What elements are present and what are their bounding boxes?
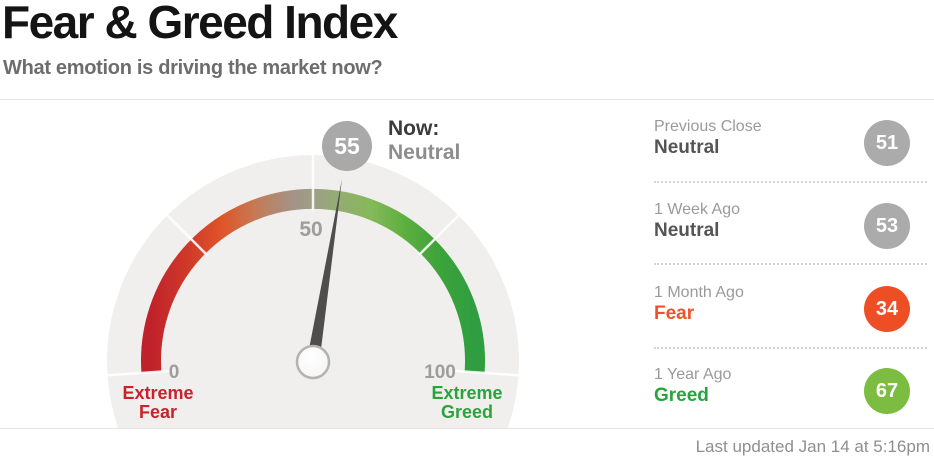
extreme-fear-caption: Extreme Fear bbox=[103, 384, 213, 422]
history-separator bbox=[654, 181, 927, 183]
last-updated-text: Last updated Jan 14 at 5:16pm bbox=[695, 437, 930, 456]
history-period: 1 Year Ago bbox=[654, 366, 732, 383]
gauge-tick-50: 50 bbox=[299, 218, 323, 241]
history-status: Fear bbox=[654, 303, 695, 324]
history-value-badge: 51 bbox=[864, 120, 910, 166]
history-value-badge: 67 bbox=[864, 368, 910, 414]
history-status: Greed bbox=[654, 385, 709, 406]
gauge-tick-0: 0 bbox=[168, 362, 180, 383]
fear-greed-gauge bbox=[106, 155, 520, 428]
gauge-tick-100: 100 bbox=[424, 362, 456, 383]
gauge-segment-dividers bbox=[106, 155, 520, 377]
history-status: Neutral bbox=[654, 220, 720, 241]
now-status: Neutral bbox=[388, 141, 461, 164]
extreme-fear-line1: Extreme bbox=[122, 383, 194, 403]
current-value-badge: 55 bbox=[322, 121, 372, 171]
gauge-needle bbox=[306, 179, 342, 364]
extreme-greed-line1: Extreme bbox=[431, 383, 503, 403]
history-row-previous-close: Previous Close Neutral 51 bbox=[654, 118, 927, 168]
history-value-badge: 53 bbox=[864, 203, 910, 249]
extreme-fear-line2: Fear bbox=[138, 402, 178, 422]
page-title: Fear & Greed Index bbox=[2, 0, 398, 48]
header-divider bbox=[0, 99, 934, 100]
history-status: Neutral bbox=[654, 137, 720, 158]
extreme-greed-caption: Extreme Greed bbox=[412, 384, 522, 422]
footer-divider bbox=[0, 428, 934, 429]
history-period: 1 Week Ago bbox=[654, 201, 740, 218]
history-value-badge: 34 bbox=[864, 286, 910, 332]
page-subtitle: What emotion is driving the market now? bbox=[3, 57, 383, 79]
gauge-needle-hub bbox=[295, 344, 331, 380]
extreme-greed-line2: Greed bbox=[440, 402, 494, 422]
history-period: 1 Month Ago bbox=[654, 284, 744, 301]
current-reading: Now: Neutral bbox=[388, 117, 460, 165]
history-row-1-week-ago: 1 Week Ago Neutral 53 bbox=[654, 201, 927, 251]
history-separator bbox=[654, 263, 927, 265]
history-row-1-year-ago: 1 Year Ago Greed 67 bbox=[654, 366, 927, 416]
now-label: Now: bbox=[388, 117, 440, 140]
history-period: Previous Close bbox=[654, 118, 762, 135]
history-separator bbox=[654, 347, 927, 349]
history-row-1-month-ago: 1 Month Ago Fear 34 bbox=[654, 284, 927, 334]
